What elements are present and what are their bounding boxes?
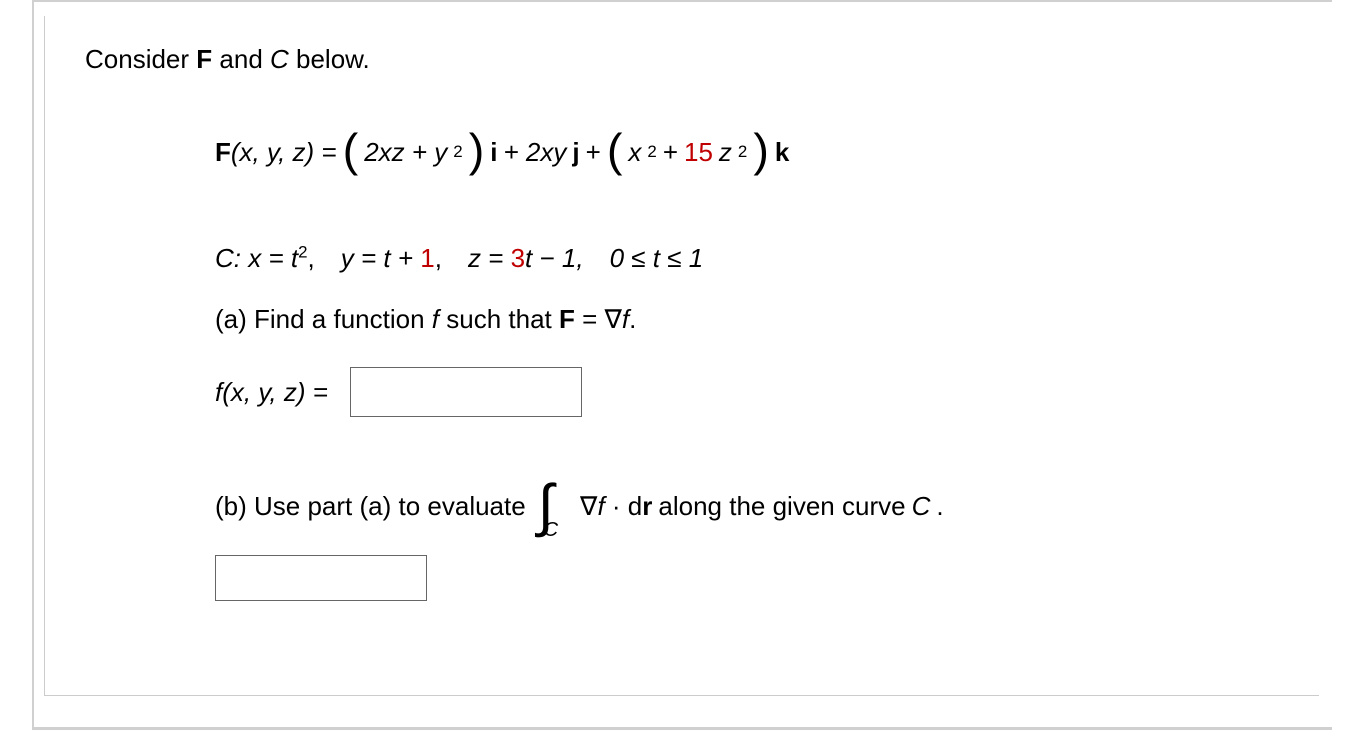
plus-2xy: + 2xy: [504, 133, 567, 172]
dot-d: · d: [605, 491, 643, 521]
plus2: +: [586, 133, 601, 172]
part-b-period: .: [936, 487, 943, 526]
paren-close-1: ): [469, 115, 485, 185]
intro-C: C: [270, 44, 289, 74]
integral-sub: C: [544, 515, 558, 545]
intro-suffix: below.: [289, 44, 370, 74]
part-a-answer-row: f(x, y, z) =: [215, 367, 1279, 417]
curve-x: C: x = t2,: [215, 239, 315, 278]
curve-x-comma: ,: [308, 243, 315, 273]
part-b-integrand: ∇f · dr: [580, 487, 652, 526]
unit-j: j: [572, 133, 579, 172]
curve-label: C:: [215, 243, 248, 273]
paren-open-2: (: [607, 115, 623, 185]
term3-red-coef: 15: [684, 133, 713, 172]
curve-y: y = t + 1,: [341, 239, 442, 278]
curve-z-red: 3: [511, 243, 525, 273]
term3-x: x: [628, 133, 641, 172]
part-a-period: .: [629, 304, 636, 334]
vector-field-row: F(x, y, z) = ( 2xz + y2 ) i + 2xy j + ( …: [215, 117, 1279, 187]
paren-open-1: (: [343, 115, 359, 185]
part-b-answer-input[interactable]: [215, 555, 427, 601]
part-b-C: C: [912, 487, 931, 526]
curve-y-red: 1: [420, 243, 434, 273]
part-b-r: r: [642, 491, 652, 521]
curve-domain: 0 ≤ t ≤ 1: [610, 239, 704, 278]
part-a-answer-args: (x, y, z) =: [222, 377, 328, 407]
intro-text: Consider: [85, 44, 196, 74]
intro-mid: and: [212, 44, 270, 74]
question-inner-frame: Consider F and C below. F(x, y, z) = ( 2…: [44, 16, 1319, 696]
question-outer-frame: Consider F and C below. F(x, y, z) = ( 2…: [32, 0, 1332, 730]
curve-z: z = 3t − 1,: [468, 239, 584, 278]
part-b-row: (b) Use part (a) to evaluate ∫ C ∇f · dr…: [215, 477, 1279, 535]
term1-a: 2xz + y: [364, 133, 447, 172]
curve-y-lhs: y = t +: [341, 243, 421, 273]
integral-icon: ∫ C: [538, 477, 568, 535]
part-a-answer-lhs: f(x, y, z) =: [215, 373, 328, 412]
part-b-f: f: [597, 491, 604, 521]
part-a-answer-input[interactable]: [350, 367, 582, 417]
curve-y-comma: ,: [435, 243, 442, 273]
grad-symbol: ∇: [580, 491, 597, 521]
curve-z-lhs: z =: [468, 243, 511, 273]
page: Consider F and C below. F(x, y, z) = ( 2…: [0, 0, 1359, 744]
part-b-label: (b) Use part (a) to evaluate: [215, 487, 526, 526]
curve-z-rest: t − 1,: [525, 243, 584, 273]
part-a-mid: such that: [439, 304, 559, 334]
intro-F: F: [196, 44, 212, 74]
vf-F: F: [215, 137, 231, 167]
part-a-prompt: (a) Find a function f such that F = ∇f.: [215, 300, 1279, 339]
part-a-F: F: [559, 304, 575, 334]
term3-mid: +: [663, 133, 678, 172]
part-a-label: (a) Find a function: [215, 304, 432, 334]
curve-x-exp: 2: [298, 243, 307, 262]
paren-close-2: ): [753, 115, 769, 185]
unit-k: k: [775, 133, 789, 172]
curve-x-lhs: x = t: [248, 243, 298, 273]
vf-lhs: F(x, y, z) =: [215, 133, 337, 172]
part-a-f: f: [432, 304, 439, 334]
intro-line: Consider F and C below.: [85, 40, 1279, 79]
term3-z: z: [719, 133, 732, 172]
part-b-tail: along the given curve: [658, 487, 905, 526]
unit-i: i: [490, 133, 497, 172]
part-b-answer-row: [215, 555, 1279, 612]
part-a-eq: = ∇: [575, 304, 622, 334]
curve-row: C: x = t2, y = t + 1, z = 3t − 1, 0 ≤ t …: [215, 239, 1279, 278]
vf-args: (x, y, z) =: [231, 137, 337, 167]
